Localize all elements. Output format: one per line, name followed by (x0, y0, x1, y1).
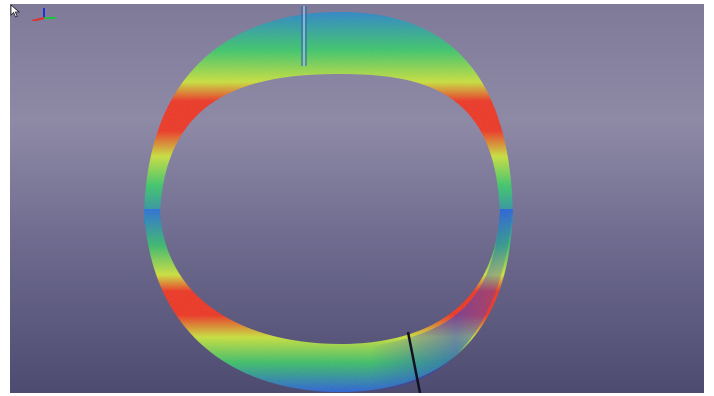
3d-viewport[interactable] (10, 4, 704, 393)
ring-scan-render (144, 6, 513, 393)
axis-triad-icon[interactable] (10, 4, 70, 21)
cursor-arrow-icon (10, 4, 21, 18)
ring-far-half (144, 6, 513, 224)
